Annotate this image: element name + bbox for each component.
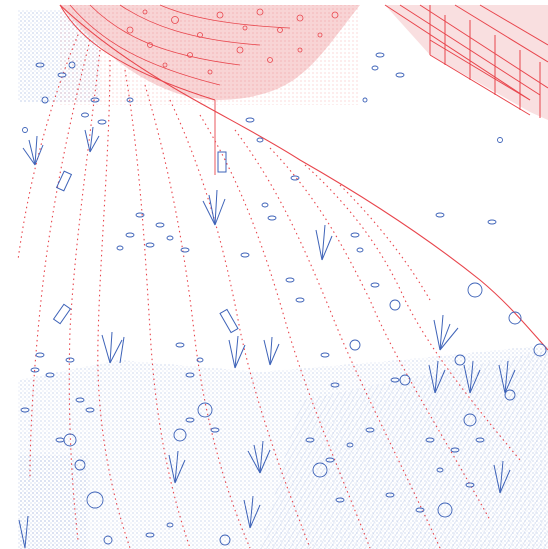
shrub-circles xyxy=(22,61,547,546)
red-deck xyxy=(384,4,548,120)
dotted-contours xyxy=(17,29,521,549)
path-edge-line xyxy=(59,4,548,351)
grass-tufts xyxy=(18,126,516,549)
pebbles xyxy=(20,52,497,538)
red-terrace xyxy=(59,4,360,175)
stipple-ground xyxy=(18,10,548,549)
stone-slabs xyxy=(52,151,239,334)
